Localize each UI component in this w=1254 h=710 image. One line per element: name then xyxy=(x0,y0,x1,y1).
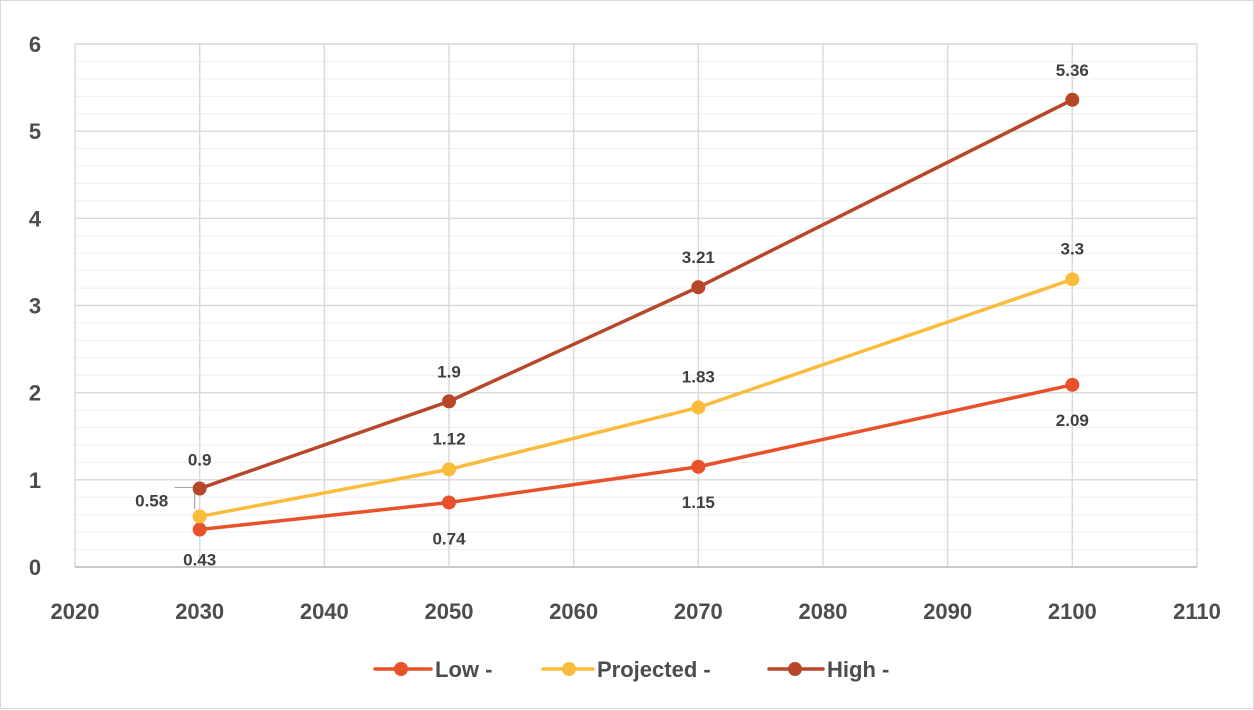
data-point[interactable] xyxy=(1065,377,1080,392)
legend-item[interactable]: Low - xyxy=(373,657,492,682)
data-label: 0.58 xyxy=(135,491,168,510)
x-tick-label: 2020 xyxy=(51,599,100,624)
data-point[interactable] xyxy=(1065,92,1080,107)
data-label: 1.83 xyxy=(682,367,715,386)
data-label: 1.12 xyxy=(432,429,465,448)
legend: Low - Projected - High - xyxy=(373,657,889,682)
data-label: 2.09 xyxy=(1056,411,1089,430)
x-tick-label: 2060 xyxy=(549,599,598,624)
data-label: 3.3 xyxy=(1061,239,1085,258)
x-tick-label: 2110 xyxy=(1173,599,1221,624)
y-axis-ticks: 0 1 2 3 4 5 6 xyxy=(29,32,42,580)
y-tick-label: 4 xyxy=(29,206,42,231)
series: 0.43 0.74 1.15 2.09 0.58 1.12 1.83 3.3 0.9 1.9 3.2… xyxy=(135,61,1089,570)
legend-label: High - xyxy=(827,657,889,682)
data-point[interactable] xyxy=(442,495,456,510)
series-line xyxy=(197,277,1075,519)
data-point[interactable] xyxy=(691,400,706,415)
x-tick-label: 2070 xyxy=(674,599,723,624)
x-axis-ticks: 2020 2030 2040 2050 2060 2070 2080 2090 2100 2110 xyxy=(51,599,1221,624)
data-point[interactable] xyxy=(691,280,706,295)
legend-label: Low - xyxy=(435,657,492,682)
series-line xyxy=(197,383,1075,532)
data-label: 0.9 xyxy=(188,451,212,470)
grid xyxy=(74,43,1198,568)
x-tick-label: 2030 xyxy=(175,599,224,624)
legend-marker xyxy=(788,662,802,676)
series-line xyxy=(197,98,1075,491)
data-point[interactable] xyxy=(192,509,207,524)
data-label: 5.36 xyxy=(1056,61,1089,80)
data-point[interactable] xyxy=(192,481,207,496)
data-label: 1.15 xyxy=(682,493,715,512)
legend-item[interactable]: Projected - xyxy=(541,657,711,682)
x-tick-label: 2080 xyxy=(799,599,848,624)
y-tick-label: 6 xyxy=(29,32,41,57)
y-tick-label: 5 xyxy=(29,119,41,144)
y-tick-label: 1 xyxy=(29,468,41,493)
legend-marker xyxy=(562,662,576,676)
y-tick-label: 3 xyxy=(29,294,41,319)
x-tick-label: 2100 xyxy=(1048,599,1097,624)
legend-marker xyxy=(394,662,408,676)
data-label: 0.74 xyxy=(432,529,466,548)
data-label: 1.9 xyxy=(437,362,461,381)
x-tick-label: 2040 xyxy=(300,599,349,624)
x-tick-label: 2050 xyxy=(425,599,474,624)
series-high--: 0.9 1.9 3.21 5.36 xyxy=(188,61,1089,496)
data-label: 0.43 xyxy=(183,551,216,570)
data-point[interactable] xyxy=(442,394,456,409)
series-low--: 0.43 0.74 1.15 2.09 xyxy=(183,377,1089,570)
data-label-leader-line xyxy=(174,486,196,510)
legend-item[interactable]: High - xyxy=(767,657,889,682)
y-tick-label: 2 xyxy=(29,381,41,406)
x-tick-label: 2090 xyxy=(923,599,972,624)
data-point[interactable] xyxy=(691,459,706,474)
y-tick-label: 0 xyxy=(29,555,41,580)
data-label: 3.21 xyxy=(682,248,715,267)
data-point[interactable] xyxy=(192,522,207,537)
legend-label: Projected - xyxy=(597,657,711,682)
data-point[interactable] xyxy=(442,462,456,477)
data-point[interactable] xyxy=(1065,272,1080,287)
